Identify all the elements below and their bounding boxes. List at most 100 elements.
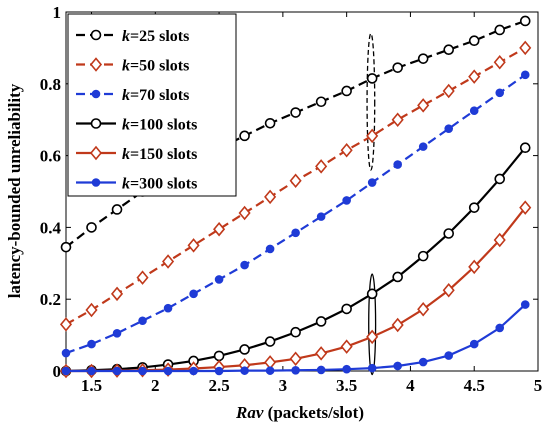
data-point [290, 107, 301, 118]
y-axis-title: latency-bounded unreliability [5, 83, 24, 298]
data-point [493, 232, 506, 248]
data-point [239, 344, 250, 355]
x-tick-label: 1.5 [81, 376, 102, 395]
data-point [110, 286, 124, 302]
data-point [444, 124, 454, 133]
annotation-ellipse [366, 32, 376, 171]
data-point [494, 173, 506, 185]
axis-ticks: 1.5 2 2.5 3 3.5 4 4.5 5 0 0.2 0.4 0.6 0.8 1 [40, 3, 543, 395]
data-point [138, 316, 147, 326]
legend-label-k: k [122, 117, 130, 134]
legend-marker [90, 118, 102, 129]
data-point [213, 221, 226, 237]
data-point [468, 259, 481, 275]
data-point [342, 364, 351, 374]
data-point [315, 159, 328, 174]
legend-label: k=70 slots [122, 87, 189, 104]
x-tick-label: 2.5 [208, 376, 229, 395]
data-point [163, 303, 173, 313]
data-point [367, 363, 377, 373]
series-2 [61, 70, 530, 358]
data-point [112, 329, 122, 338]
legend-marker [89, 145, 103, 161]
data-point [469, 106, 479, 116]
data-point [264, 336, 276, 347]
data-point [495, 88, 505, 98]
annotation-ellipse [368, 273, 377, 376]
data-point [86, 222, 97, 233]
legend-label-k: k [122, 87, 130, 104]
data-point [443, 44, 455, 55]
data-point [444, 351, 454, 360]
data-point [264, 189, 277, 205]
data-point [238, 205, 251, 221]
data-point [520, 300, 530, 309]
data-point [214, 366, 224, 376]
data-point [367, 178, 377, 187]
data-point [469, 339, 479, 349]
legend-label-k: k [122, 28, 130, 45]
legend-label-text: =100 slots [130, 117, 197, 134]
x-tick-label: 3 [279, 376, 288, 395]
data-point [85, 302, 98, 318]
legend-label: k=25 slots [122, 28, 189, 45]
data-point [187, 238, 200, 253]
x-tick-label: 2 [151, 376, 160, 395]
y-tick-label: 0.8 [40, 75, 61, 94]
data-point [61, 348, 71, 358]
data-point [289, 173, 302, 188]
data-point [214, 275, 224, 284]
y-tick-label: 0.2 [40, 290, 61, 309]
data-point [468, 69, 481, 84]
data-point [264, 117, 276, 129]
data-point [443, 228, 455, 239]
legend-label-text: =300 slots [130, 176, 197, 193]
data-point [519, 200, 532, 215]
data-point [468, 35, 480, 47]
data-point [340, 142, 353, 158]
data-point [519, 40, 532, 56]
data-point [417, 98, 430, 113]
data-point [520, 70, 530, 80]
legend-marker [91, 178, 101, 187]
data-point [315, 96, 327, 108]
legend-label-k: k [122, 146, 130, 163]
data-point [391, 112, 404, 127]
legend-label-text: =50 slots [130, 58, 189, 75]
x-axis-title: Rav (packets/slot) [235, 403, 364, 422]
annotation-ellipses [366, 32, 377, 376]
series-5 [61, 300, 530, 376]
data-point [265, 244, 275, 254]
data-point [519, 15, 531, 27]
data-point [240, 366, 249, 375]
series-group [59, 15, 532, 379]
data-point [163, 366, 173, 376]
data-point [240, 260, 249, 270]
data-point [495, 323, 505, 333]
data-point [366, 73, 378, 84]
data-point [342, 196, 351, 205]
x-tick-label: 3.5 [336, 376, 357, 395]
data-point [189, 289, 198, 299]
legend-label-k: k [122, 58, 130, 75]
data-point [316, 212, 326, 221]
legend-marker [89, 57, 103, 72]
data-point [265, 366, 275, 375]
data-point [392, 271, 403, 283]
legend-label-text: =150 slots [130, 146, 197, 163]
x-tick-label: 4.5 [464, 376, 485, 395]
y-tick-label: 0 [53, 362, 62, 381]
data-point [59, 317, 73, 332]
data-point [417, 302, 430, 317]
data-point [189, 366, 198, 376]
y-tick-label: 0.4 [40, 218, 62, 237]
data-point [519, 142, 531, 154]
x-axis-title-rest: (packets/slot) [263, 403, 364, 422]
data-point [239, 130, 250, 142]
x-axis-title-italic: Rav [235, 403, 264, 422]
data-point [87, 366, 96, 376]
data-point [468, 202, 480, 213]
legend-label-text: =25 slots [130, 28, 189, 45]
legend-label: k=150 slots [122, 146, 197, 163]
data-point [291, 365, 300, 375]
